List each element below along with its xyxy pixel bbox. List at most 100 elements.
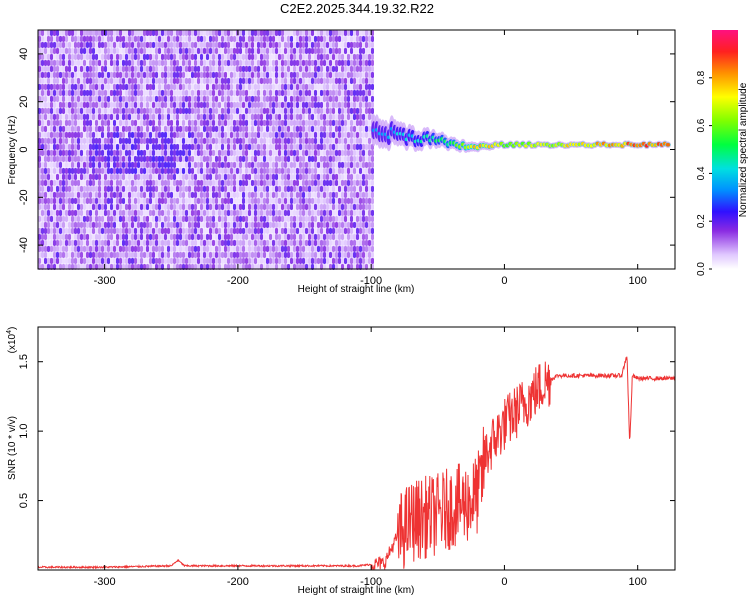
spectrogram-cell bbox=[197, 48, 200, 54]
spectrogram-cell bbox=[362, 222, 365, 228]
spectrogram-cell bbox=[122, 216, 125, 222]
spectrogram-cell bbox=[215, 84, 218, 90]
spectrogram-cell bbox=[254, 240, 257, 246]
spectrogram-cell bbox=[95, 48, 98, 54]
spectrogram-cell bbox=[140, 240, 143, 246]
spectrogram-cell bbox=[170, 96, 173, 102]
spectrogram-cell bbox=[245, 60, 248, 66]
spectrogram-cell bbox=[95, 186, 98, 192]
spectrogram-cell bbox=[299, 240, 302, 246]
spectrogram-cell bbox=[371, 90, 374, 96]
spectrogram-cell bbox=[290, 162, 293, 168]
spectrogram-cell bbox=[284, 204, 287, 210]
spectrogram-cell bbox=[206, 48, 209, 54]
spectrogram-cell bbox=[173, 180, 176, 186]
spectrogram-cell bbox=[62, 120, 65, 126]
spectrogram-cell bbox=[143, 90, 146, 96]
spectrogram-cell bbox=[254, 186, 257, 192]
spectrogram-cell bbox=[182, 252, 185, 258]
spectrogram-cell bbox=[275, 72, 278, 78]
spectrogram-cell bbox=[95, 132, 98, 138]
spectrogram-cell bbox=[365, 222, 368, 228]
spectrogram-cell bbox=[326, 210, 329, 216]
spectrogram-cell bbox=[311, 132, 314, 138]
spectrogram-cell bbox=[191, 102, 194, 108]
spectrogram-cell bbox=[290, 204, 293, 210]
spectrogram-cell bbox=[284, 150, 287, 156]
spectrogram-cell bbox=[128, 156, 131, 162]
spectrogram-cell bbox=[212, 84, 215, 90]
spectrogram-cell bbox=[284, 222, 287, 228]
spectrogram-cell bbox=[221, 96, 224, 102]
spectrogram-cell bbox=[89, 96, 92, 102]
spectrogram-cell bbox=[332, 132, 335, 138]
spectrogram-cell bbox=[368, 222, 371, 228]
spectrogram-cell bbox=[95, 78, 98, 84]
spectrogram-cell bbox=[359, 198, 362, 204]
spectrogram-cell bbox=[200, 78, 203, 84]
spectrogram-cell bbox=[155, 72, 158, 78]
spectrogram-cell bbox=[356, 240, 359, 246]
spectrogram-cell bbox=[194, 210, 197, 216]
spectrogram-cell bbox=[134, 204, 137, 210]
spectrogram-cell bbox=[311, 54, 314, 60]
spectrogram-cell bbox=[263, 90, 266, 96]
spectrogram-cell bbox=[50, 108, 53, 114]
spectrogram-cell bbox=[140, 234, 143, 240]
spectrogram-cell bbox=[302, 84, 305, 90]
spectrogram-cell bbox=[104, 78, 107, 84]
spectrogram-cell bbox=[47, 186, 50, 192]
spectrogram-cell bbox=[227, 174, 230, 180]
spectrogram-cell bbox=[80, 42, 83, 48]
spectrogram-cell bbox=[152, 168, 155, 174]
spectrogram-cell bbox=[125, 252, 128, 258]
spectrogram-cell bbox=[44, 168, 47, 174]
spectrogram-cell bbox=[53, 144, 56, 150]
spectrogram-cell bbox=[83, 180, 86, 186]
spectrogram-cell bbox=[158, 222, 161, 228]
spectrogram-cell bbox=[272, 216, 275, 222]
spectrogram-cell bbox=[260, 48, 263, 54]
spectrogram-cell bbox=[107, 240, 110, 246]
spectrogram-cell bbox=[86, 240, 89, 246]
spectrogram-cell bbox=[140, 96, 143, 102]
spectrogram-cell bbox=[323, 198, 326, 204]
spectrogram-cell bbox=[257, 168, 260, 174]
spectrogram-cell bbox=[50, 114, 53, 120]
spectrogram-cell bbox=[209, 72, 212, 78]
spectrogram-cell bbox=[158, 102, 161, 108]
spectrogram-cell bbox=[209, 30, 212, 36]
spectrogram-cell bbox=[281, 120, 284, 126]
spectrogram-cell bbox=[185, 180, 188, 186]
spectrogram-cell bbox=[290, 102, 293, 108]
spectrogram-cell bbox=[128, 96, 131, 102]
spectrogram-cell bbox=[296, 96, 299, 102]
spectrogram-cell bbox=[272, 180, 275, 186]
spectrogram-cell bbox=[359, 42, 362, 48]
spectrogram-cell bbox=[254, 96, 257, 102]
spectrogram-cell bbox=[197, 114, 200, 120]
spectrogram-cell bbox=[296, 132, 299, 138]
spectrogram-cell bbox=[320, 84, 323, 90]
spectrogram-cell bbox=[41, 210, 44, 216]
spectrogram-cell bbox=[233, 216, 236, 222]
spectrogram-cell bbox=[50, 192, 53, 198]
spectrogram-cell bbox=[176, 258, 179, 264]
spectrogram-cell bbox=[119, 132, 122, 138]
spectrogram-cell bbox=[107, 150, 110, 156]
spectrogram-cell bbox=[296, 228, 299, 234]
spectrogram-cell bbox=[350, 84, 353, 90]
spectrogram-cell bbox=[239, 246, 242, 252]
spectrogram-cell bbox=[224, 204, 227, 210]
spectrogram-cell bbox=[104, 180, 107, 186]
spectrogram-cell bbox=[191, 126, 194, 132]
spectrogram-cell bbox=[206, 252, 209, 258]
spectrogram-cell bbox=[290, 90, 293, 96]
spectrogram-cell bbox=[347, 222, 350, 228]
spectrogram-cell bbox=[119, 66, 122, 72]
spectrogram-cell bbox=[221, 54, 224, 60]
spectrogram-cell bbox=[131, 246, 134, 252]
spectrogram-cell bbox=[104, 186, 107, 192]
spectrogram-cell bbox=[371, 222, 374, 228]
spectrogram-cell bbox=[71, 162, 74, 168]
